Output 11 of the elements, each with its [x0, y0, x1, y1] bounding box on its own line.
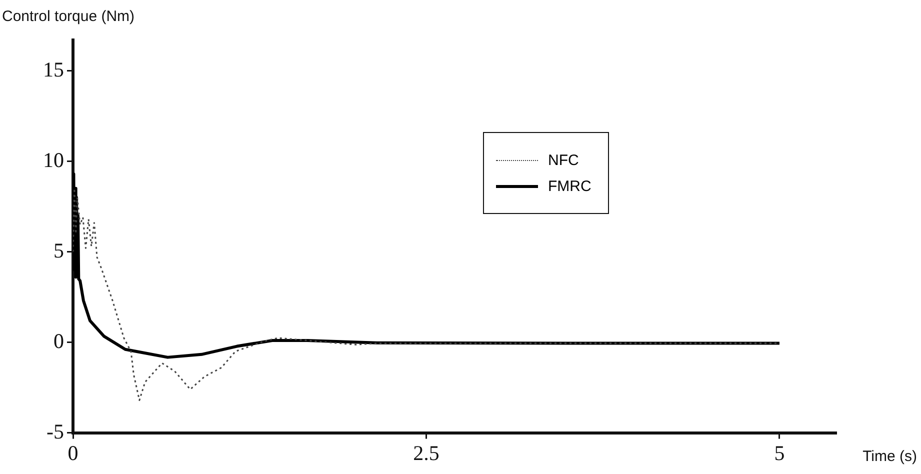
x-tick-label: 2.5 — [413, 440, 440, 465]
y-tick-label: 0 — [54, 328, 64, 353]
x-axis-title: Time (s) — [862, 448, 917, 465]
y-tick-label: -5 — [46, 419, 64, 444]
y-axis-title: Control torque (Nm) — [2, 8, 135, 25]
y-tick-label: 10 — [43, 148, 64, 172]
legend-label: FMRC — [548, 178, 592, 194]
x-tick-label: 5 — [774, 440, 785, 465]
y-tick-label: 5 — [54, 238, 64, 262]
y-tick-label: 15 — [43, 57, 64, 82]
legend-label: NFC — [548, 152, 579, 168]
